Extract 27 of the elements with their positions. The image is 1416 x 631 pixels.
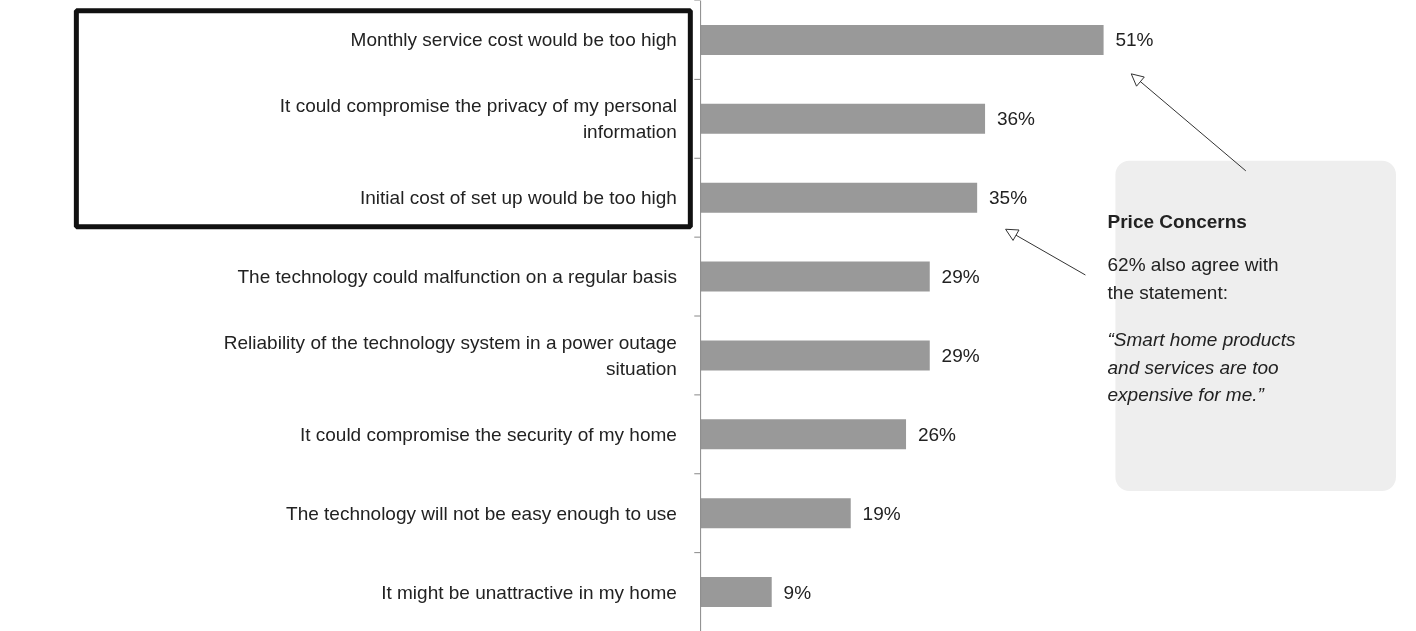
bar <box>700 340 930 371</box>
bar <box>700 24 1104 55</box>
data-label: 29% <box>941 266 980 288</box>
data-label: 51% <box>1115 29 1154 51</box>
text: 62% also agree with the statement: <box>1107 254 1279 303</box>
bar <box>700 498 851 529</box>
y-tick-label: It could compromise the privacy of my personal information <box>279 95 677 143</box>
data-label: 29% <box>941 344 980 366</box>
bar <box>700 577 772 608</box>
y-tick-label: Monthly service cost would be too high <box>350 29 677 51</box>
text: “Smart home products and services are too expensive for me.” <box>1107 329 1296 406</box>
y-tick-label: The technology could malfunction on a regular basis <box>237 266 677 288</box>
data-label: 26% <box>917 423 957 445</box>
y-tick-label: The technology will not be easy enough to use <box>286 502 677 524</box>
y-tick-label: Reliability of the technology system in a power outage situation <box>223 331 677 380</box>
bar <box>700 103 986 134</box>
text: Price Concerns <box>1107 210 1247 232</box>
y-tick-label: It could compromise the security of my home <box>299 423 677 445</box>
bar <box>700 261 930 292</box>
data-label: 9% <box>783 581 812 603</box>
data-label: 19% <box>862 502 901 524</box>
data-label: 35% <box>989 187 1028 209</box>
y-tick-label: Initial cost of set up would be too high <box>360 187 677 209</box>
y-tick-label: It might be unattractive in my home <box>381 581 677 603</box>
data-label: 36% <box>996 108 1036 130</box>
bar <box>700 182 978 213</box>
bar <box>700 419 907 450</box>
